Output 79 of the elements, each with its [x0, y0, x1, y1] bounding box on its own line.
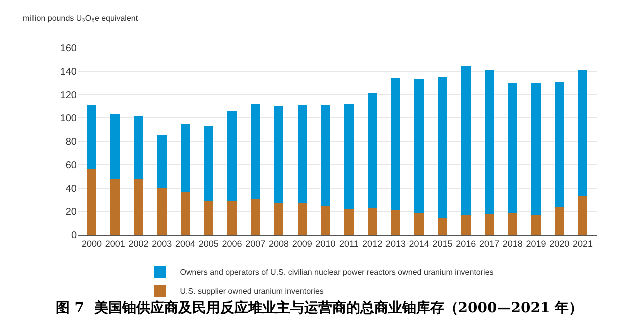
x-tick-label: 2012: [362, 238, 383, 249]
y-tick-label: 60: [66, 160, 78, 172]
bar: [461, 66, 471, 216]
bar: [251, 104, 260, 199]
x-tick-label: 2004: [176, 238, 196, 249]
x-tick-label: 2015: [432, 238, 453, 249]
y-tick-label: 100: [60, 114, 78, 125]
bar: [110, 114, 120, 179]
bar: [157, 188, 167, 235]
bar: [532, 215, 541, 235]
bar: [87, 105, 97, 170]
x-tick-label: 2020: [550, 238, 570, 249]
bar: [438, 218, 448, 235]
bar: [532, 83, 541, 216]
bar: [321, 206, 330, 235]
x-tick-label: 2009: [292, 238, 312, 249]
x-tick-label: 2007: [246, 238, 266, 249]
bar: [578, 70, 588, 196]
bar: [554, 206, 564, 235]
bar: [251, 198, 260, 235]
bar: [508, 212, 518, 235]
bar: [484, 214, 494, 235]
x-tick-label: 2011: [340, 238, 359, 249]
bar: [180, 124, 190, 192]
x-tick-label: 2021: [572, 238, 593, 249]
x-tick-label: 2013: [386, 238, 406, 249]
bar: [274, 203, 284, 235]
x-tick-label: 2018: [502, 238, 523, 249]
x-tick-label: 2001: [105, 238, 126, 249]
bar: [438, 77, 448, 219]
y-tick-label: 40: [66, 184, 78, 195]
bar: [508, 83, 518, 213]
y-axis-title: million pounds U₃O₈e equivalent: [23, 14, 139, 23]
x-tick-label: 2010: [316, 238, 336, 249]
bar: [134, 116, 144, 179]
y-tick-label: 160: [60, 44, 78, 54]
bar: [578, 196, 588, 235]
x-tick-label: 2002: [128, 238, 149, 249]
x-tick-label: 2006: [222, 238, 242, 249]
bar: [461, 215, 471, 235]
bar: [228, 111, 237, 202]
bar: [368, 94, 378, 208]
bar: [87, 170, 97, 235]
bar: [344, 104, 354, 210]
x-tick-label: 2005: [198, 238, 219, 249]
bar: [414, 212, 424, 235]
y-tick-label: 0: [71, 230, 78, 242]
x-tick-label: 2019: [526, 238, 546, 249]
bar: [484, 70, 494, 214]
x-tick-label: 2000: [82, 238, 102, 249]
bar: [228, 201, 237, 235]
bar: [204, 201, 214, 235]
y-tick-label: 120: [60, 90, 78, 102]
bar: [274, 106, 284, 204]
bar: [110, 178, 120, 235]
legend-label: U.S. supplier owned uranium inventories: [180, 287, 324, 296]
bar: [204, 126, 214, 202]
y-tick-label: 20: [66, 207, 78, 218]
legend-label: Owners and operators of U.S. civilian nuclear power reactors owned uranium inventories: [180, 268, 494, 278]
y-tick-label: 140: [60, 66, 78, 78]
bar: [554, 82, 564, 207]
bar: [344, 209, 354, 235]
x-tick-label: 2016: [456, 238, 476, 249]
bar: [368, 208, 378, 235]
bar: [414, 80, 424, 213]
bar: [157, 136, 167, 188]
bar: [134, 178, 144, 235]
bar: [180, 192, 190, 235]
bar: [298, 203, 308, 235]
bar: [391, 78, 401, 210]
x-tick-label: 2008: [269, 238, 290, 249]
x-tick-label: 2014: [409, 238, 430, 249]
bar: [391, 210, 401, 235]
bar: [298, 105, 308, 204]
bar: [321, 105, 330, 206]
y-tick-label: 80: [66, 137, 78, 148]
x-tick-label: 2017: [479, 238, 500, 249]
x-tick-label: 2003: [152, 238, 172, 249]
text: 图 7 美国铀供应商及民用反应堆业主与运营商的总商业铀库存（2000—2021 年）: [56, 300, 584, 317]
